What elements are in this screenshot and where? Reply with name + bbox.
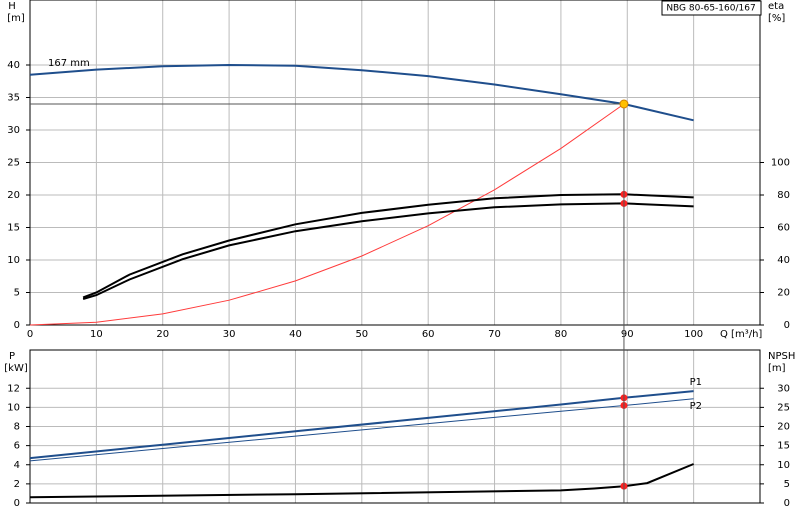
series-line xyxy=(29,63,694,122)
y2-axis-label: eta xyxy=(768,1,784,12)
x-tick-label: 60 xyxy=(422,329,435,340)
plot-frame xyxy=(29,0,761,326)
y-tick-label: 5 xyxy=(14,288,20,299)
y2-tick-label: 20 xyxy=(777,422,790,433)
y-tick-label: 15 xyxy=(7,223,20,234)
series-line xyxy=(82,202,694,300)
y-tick-label: 4 xyxy=(14,460,20,471)
series-line xyxy=(82,193,694,299)
series-label: 167 mm xyxy=(48,58,90,69)
y-tick-label: 20 xyxy=(7,190,20,201)
y-tick-label: 10 xyxy=(7,255,20,266)
x-tick-label: 50 xyxy=(355,329,368,340)
chart-title: NBG 80-65-160/167 xyxy=(666,4,755,14)
y-tick-label: 8 xyxy=(14,422,20,433)
y-axis-label: H xyxy=(8,1,16,12)
y2-tick-label: 20 xyxy=(777,288,790,299)
y-tick-label: 35 xyxy=(7,93,20,104)
y2-tick-label: 30 xyxy=(777,383,790,394)
y-tick-label: 25 xyxy=(7,158,20,169)
series-label: P1 xyxy=(690,377,702,388)
y2-tick-label: 100 xyxy=(771,158,790,169)
series-line xyxy=(29,103,625,326)
y-tick-label: 40 xyxy=(7,60,20,71)
y2-tick-label: 40 xyxy=(777,255,790,266)
x-tick-label: 0 xyxy=(27,329,33,340)
x-axis-label: Q [m³/h] xyxy=(720,329,762,340)
operating-point xyxy=(619,99,629,109)
y-tick-label: 6 xyxy=(14,441,20,452)
y2-tick-label: 25 xyxy=(777,402,790,413)
plot-frame xyxy=(29,349,761,504)
y2-tick-label: 10 xyxy=(777,460,790,471)
y-tick-label: 0 xyxy=(14,320,20,331)
x-tick-label: 20 xyxy=(156,329,169,340)
y2-tick-label: 80 xyxy=(777,190,790,201)
y-tick-label: 0 xyxy=(14,498,20,509)
y-tick-label: 2 xyxy=(14,479,20,490)
y2-axis-label: NPSH xyxy=(768,351,795,362)
x-tick-label: 40 xyxy=(289,329,302,340)
x-tick-label: 30 xyxy=(223,329,236,340)
y2-axis-unit: [%] xyxy=(768,13,785,24)
series-line xyxy=(29,463,694,499)
title-box xyxy=(661,0,762,16)
y2-tick-label: 15 xyxy=(777,441,790,452)
y-tick-label: 10 xyxy=(7,402,20,413)
y-tick-label: 12 xyxy=(7,383,20,394)
y2-tick-label: 0 xyxy=(784,498,790,509)
y-axis-unit: [m] xyxy=(7,13,25,24)
x-tick-label: 70 xyxy=(488,329,501,340)
y2-axis-unit: [m] xyxy=(768,363,786,374)
y-axis-unit: [kW] xyxy=(4,363,28,374)
y2-tick-label: 0 xyxy=(784,320,790,331)
series-label: P2 xyxy=(690,401,702,412)
y2-tick-label: 60 xyxy=(777,223,790,234)
y-axis-label: P xyxy=(9,351,15,362)
x-tick-label: 90 xyxy=(621,329,634,340)
x-tick-label: 10 xyxy=(90,329,103,340)
x-tick-label: 80 xyxy=(555,329,568,340)
x-tick-label: 100 xyxy=(684,329,703,340)
y2-tick-label: 5 xyxy=(784,479,790,490)
y-tick-label: 30 xyxy=(7,125,20,136)
